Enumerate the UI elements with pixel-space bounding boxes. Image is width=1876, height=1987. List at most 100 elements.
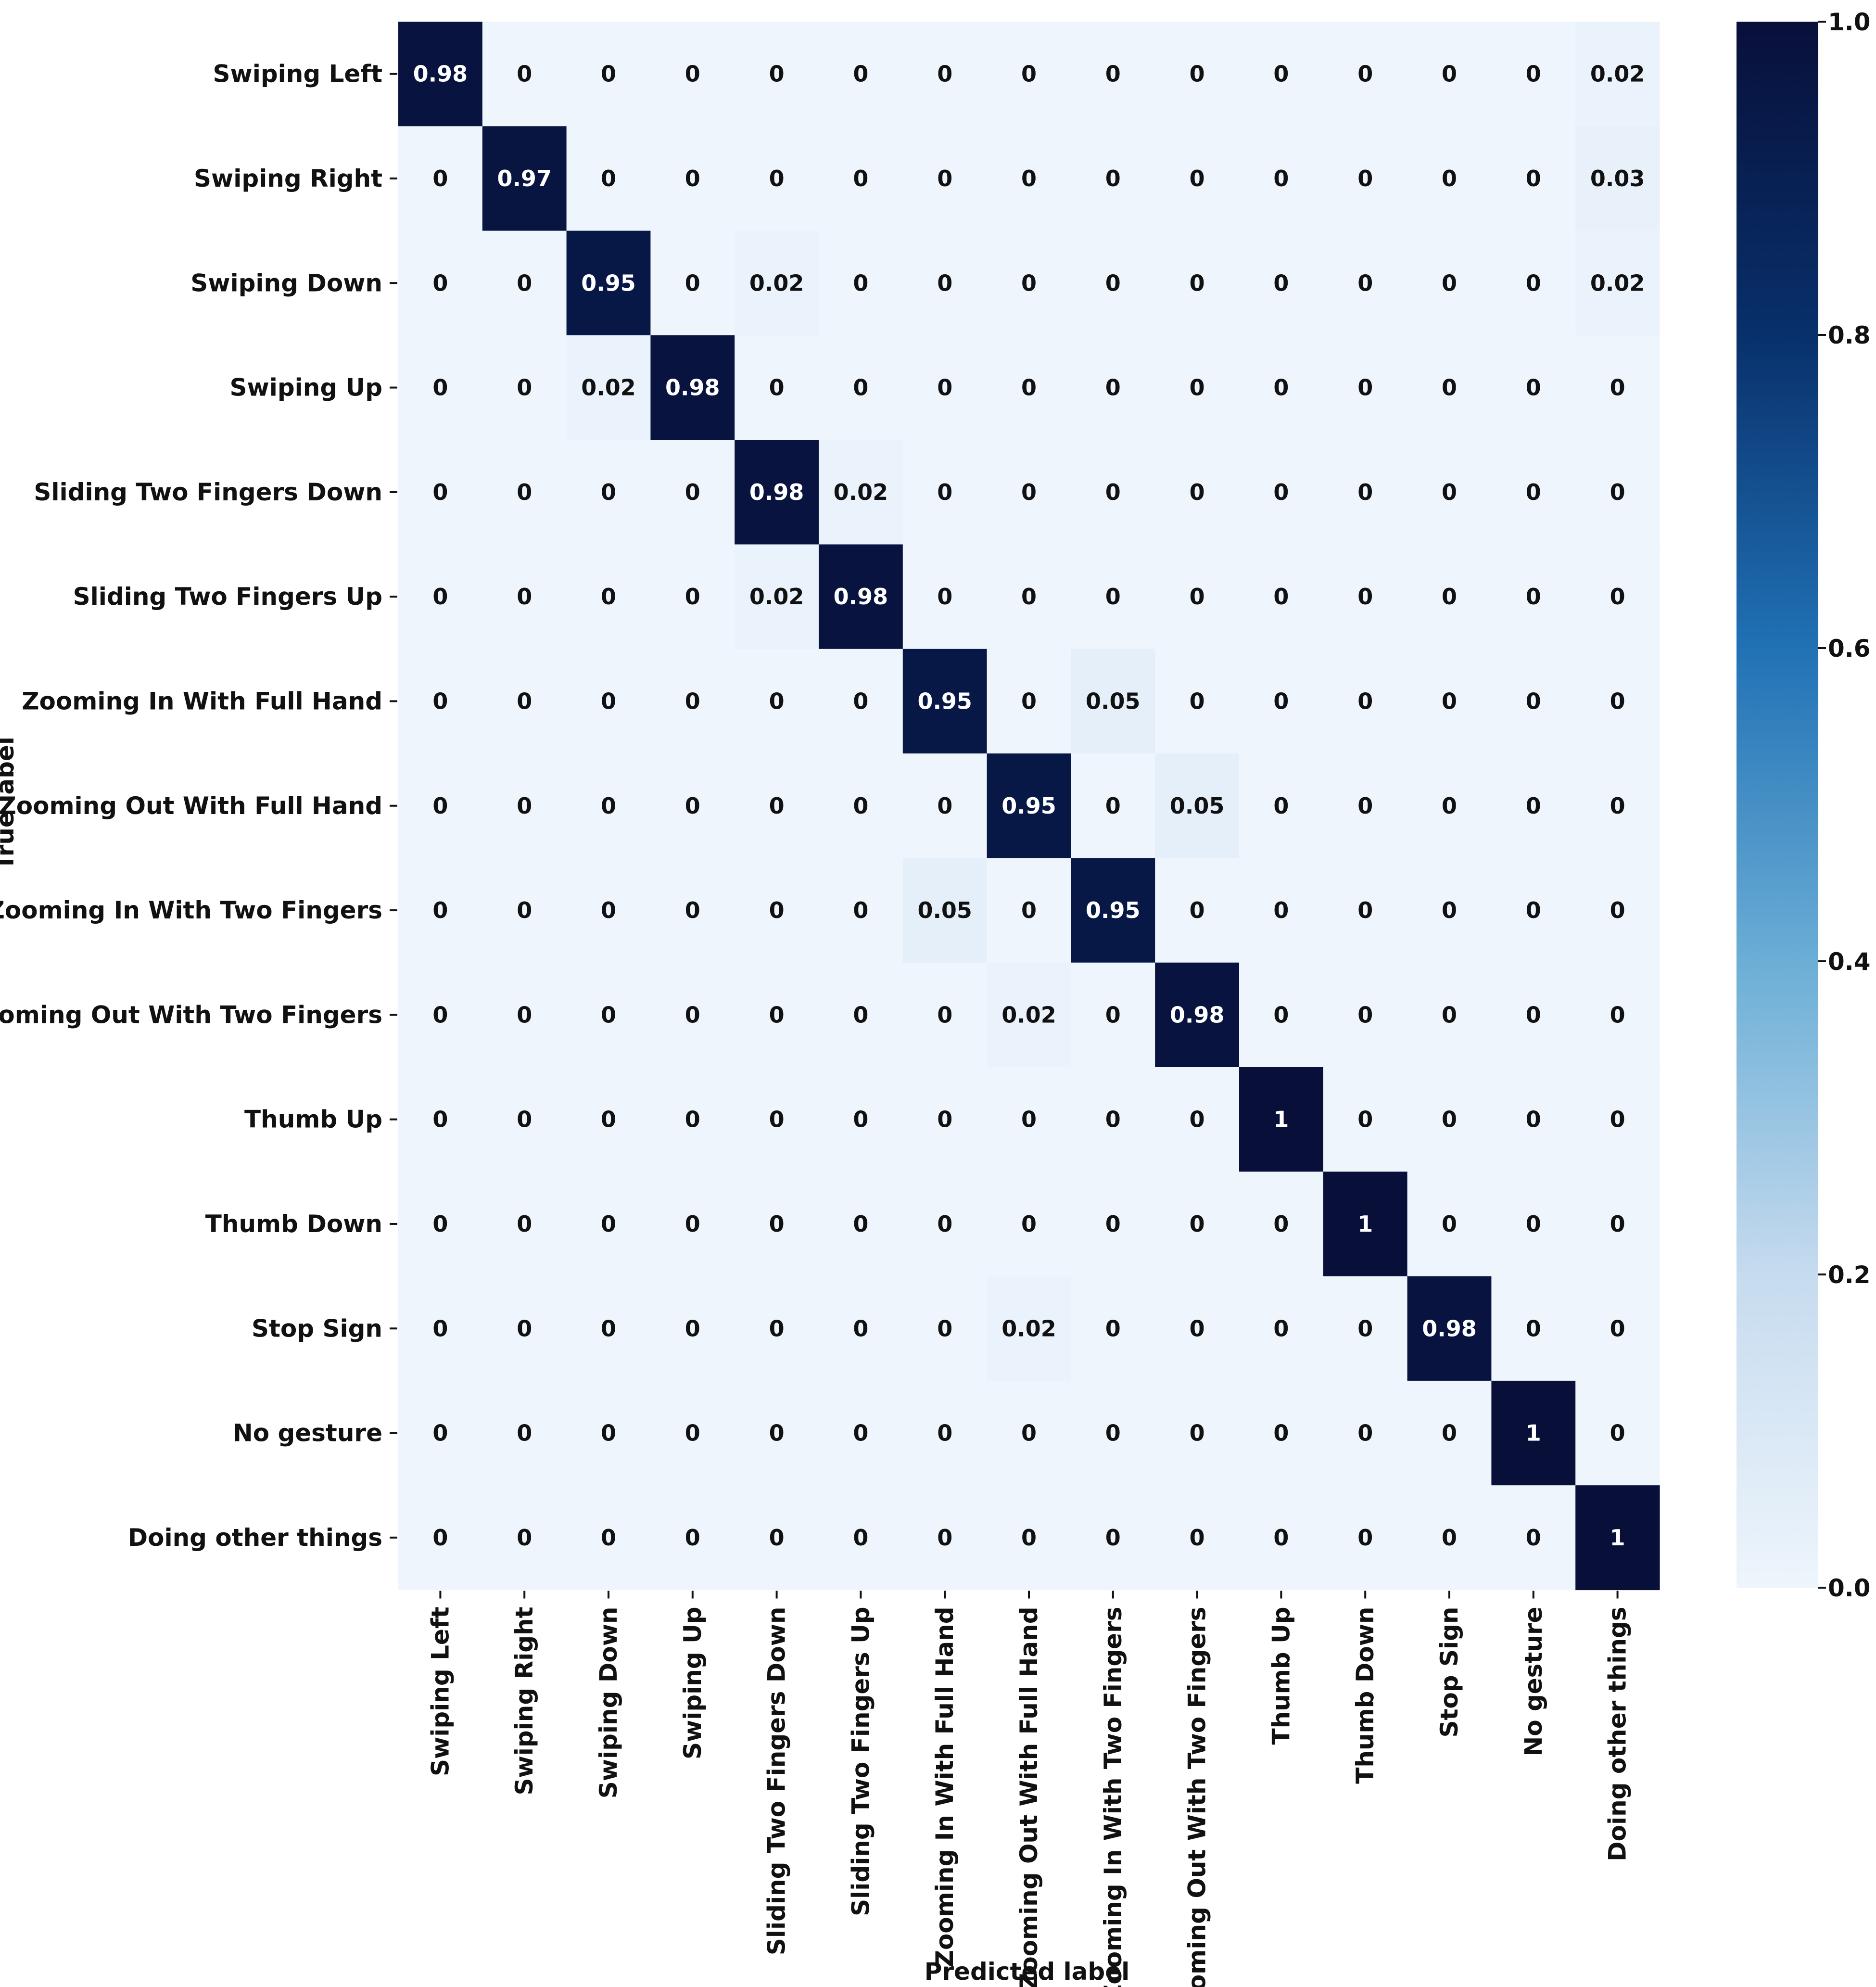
cell-value-label: 0 <box>517 375 532 401</box>
heatmap-cell <box>566 858 651 963</box>
cell-value-label: 0 <box>1190 1420 1205 1446</box>
heatmap-cell <box>735 230 819 336</box>
cell-value-label: 0 <box>1105 584 1121 610</box>
heatmap-cell <box>1575 544 1660 650</box>
cell-value-label: 0.02 <box>1001 1315 1056 1341</box>
heatmap-cell <box>1407 440 1492 545</box>
heatmap-cell <box>1071 335 1155 440</box>
cell-value-label: 0 <box>853 793 868 819</box>
heatmap-cell <box>1071 1276 1155 1381</box>
cell-value-label: 0 <box>1190 166 1205 191</box>
heatmap-cell <box>1155 1276 1240 1381</box>
heatmap-cell <box>1155 1380 1240 1486</box>
heatmap-cell <box>819 1485 903 1591</box>
cell-value-label: 0 <box>601 793 616 819</box>
cell-value-label: 0.98 <box>1422 1315 1477 1341</box>
y-tick-label: Zooming In With Two Fingers <box>0 896 382 924</box>
x-tick-label: Thumb Up <box>1267 1607 1295 1745</box>
heatmap-cell <box>566 962 651 1068</box>
cell-value-label: 0 <box>1357 897 1373 923</box>
cell-value-label: 0 <box>937 61 952 87</box>
cell-value-label: 0 <box>1273 375 1289 401</box>
heatmap-cell <box>1407 544 1492 650</box>
cell-value-label: 0 <box>1357 1525 1373 1551</box>
heatmap-cell <box>902 230 988 336</box>
heatmap-cell <box>1575 230 1660 336</box>
heatmap-cell <box>482 22 567 127</box>
heatmap-cell <box>566 1172 651 1277</box>
heatmap-cell <box>1239 544 1324 650</box>
heatmap-cell <box>1323 544 1408 650</box>
cell-value-label: 0 <box>937 1211 952 1237</box>
heatmap-cell <box>1239 1380 1324 1486</box>
heatmap-cell <box>398 1276 483 1381</box>
heatmap-cell <box>1491 1380 1576 1486</box>
heatmap-cell <box>902 1485 988 1591</box>
cell-value-label: 0.02 <box>749 584 804 610</box>
heatmap-cell <box>819 1380 903 1486</box>
cell-value-label: 0 <box>1105 1211 1121 1237</box>
heatmap-cell <box>735 649 819 754</box>
heatmap-cell <box>819 1067 903 1172</box>
cell-value-label: 0 <box>432 270 448 296</box>
cell-value-label: 0 <box>432 688 448 714</box>
heatmap-cell <box>987 126 1071 231</box>
heatmap-cell <box>1575 753 1660 858</box>
cell-value-label: 0 <box>1021 270 1037 296</box>
cell-value-label: 0 <box>685 1420 700 1446</box>
cell-value-label: 0 <box>1273 1002 1289 1028</box>
heatmap-cell <box>1407 22 1492 127</box>
cell-value-label: 0 <box>937 270 952 296</box>
heatmap-cell <box>1239 335 1324 440</box>
heatmap-cell <box>1323 440 1408 545</box>
cell-value-label: 0 <box>1021 897 1037 923</box>
heatmap-cell <box>819 1276 903 1381</box>
y-tick-label: Thumb Down <box>205 1210 382 1238</box>
heatmap-cell <box>1491 335 1576 440</box>
heatmap-cell <box>1239 649 1324 754</box>
cell-value-label: 0 <box>853 688 868 714</box>
heatmap-cell <box>1155 22 1240 127</box>
cell-value-label: 0 <box>601 1211 616 1237</box>
heatmap-cell <box>566 544 651 650</box>
cell-value-label: 0 <box>685 1107 700 1133</box>
heatmap-cell <box>482 230 567 336</box>
cell-value-label: 0 <box>685 688 700 714</box>
heatmap-cell <box>1575 962 1660 1068</box>
cell-value-label: 0 <box>601 1420 616 1446</box>
cell-value-label: 0 <box>1105 166 1121 191</box>
cell-value-label: 0 <box>937 1525 952 1551</box>
heatmap-cell <box>1239 1172 1324 1277</box>
cell-value-label: 0 <box>937 793 952 819</box>
heatmap-cell <box>902 753 988 858</box>
cell-value-label: 0 <box>1442 688 1457 714</box>
heatmap-cell <box>1491 858 1576 963</box>
y-tick-labels: Swiping Left Swiping Right Swiping Down Swi… <box>0 60 397 1552</box>
cell-value-label: 0 <box>1526 1525 1541 1551</box>
cell-value-label: 0 <box>1526 897 1541 923</box>
x-tick-label: Zooming In With Two Fingers <box>1099 1607 1127 1987</box>
heatmap-cell <box>1071 1485 1155 1591</box>
heatmap-cell <box>902 126 988 231</box>
heatmap-cell <box>566 335 651 440</box>
heatmap-cell <box>1323 858 1408 963</box>
heatmap-cell <box>1407 1172 1492 1277</box>
cell-value-label: 0 <box>1526 1315 1541 1341</box>
y-tick-label: Thumb Up <box>244 1106 382 1134</box>
heatmap-cell <box>1071 1380 1155 1486</box>
cell-value-label: 0 <box>601 61 616 87</box>
cell-value-label: 0 <box>937 1420 952 1446</box>
cell-value-label: 0 <box>1190 61 1205 87</box>
cell-value-label: 0 <box>1273 793 1289 819</box>
heatmap-cell <box>819 858 903 963</box>
colorbar-tick-label: 1.0 <box>1828 8 1871 36</box>
heatmap-cell <box>1491 962 1576 1068</box>
cell-value-label: 0 <box>517 1002 532 1028</box>
heatmap-cell <box>902 1276 988 1381</box>
cell-value-label: 0 <box>432 166 448 191</box>
heatmap-cell <box>1239 753 1324 858</box>
cell-value-label: 0 <box>769 1420 785 1446</box>
heatmap-cell <box>1155 1067 1240 1172</box>
heatmap-cell <box>398 1380 483 1486</box>
heatmap-cell <box>650 962 735 1068</box>
